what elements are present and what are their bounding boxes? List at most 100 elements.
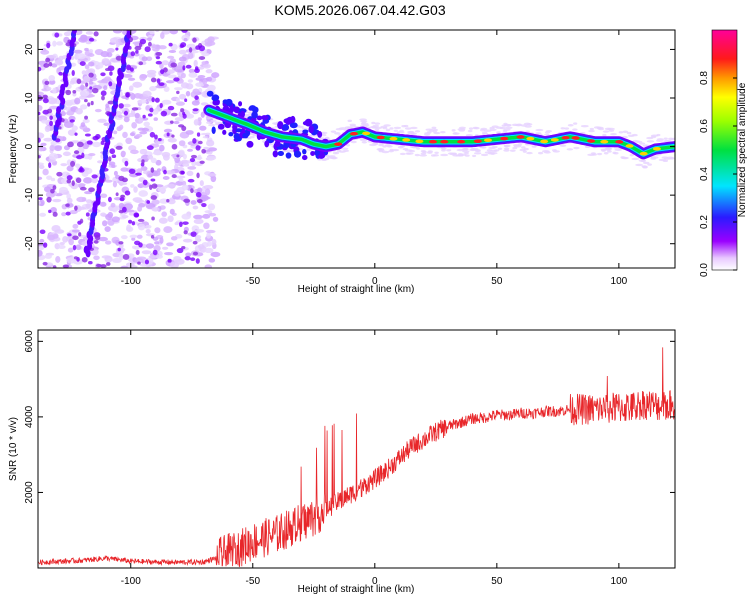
heatmap-cell	[97, 62, 104, 69]
heatmap-cell	[60, 163, 68, 167]
heatmap-cell	[72, 235, 79, 241]
heatmap-cell	[410, 126, 418, 130]
heatmap-cell	[142, 179, 148, 186]
heatmap-cell	[651, 156, 659, 159]
heatmap-cell	[77, 146, 85, 154]
heatmap-cell	[523, 122, 531, 126]
heatmap-cell	[180, 108, 185, 113]
heatmap-cell	[45, 57, 51, 63]
heatmap-cell	[190, 231, 197, 237]
heatmap-cell	[65, 89, 72, 96]
heatmap-cell	[334, 151, 340, 155]
heatmap-cell	[178, 124, 185, 128]
heatmap-cell	[125, 209, 135, 213]
ridge-peak	[571, 136, 580, 140]
heatmap-cell	[264, 140, 270, 148]
heatmap-cell	[202, 136, 209, 139]
heatmap-cell	[152, 150, 163, 156]
heatmap-cell	[48, 75, 56, 82]
heatmap-cell	[85, 199, 93, 204]
x-tick-label: 50	[491, 276, 503, 287]
heatmap-cell	[137, 223, 146, 231]
heatmap-cell	[603, 152, 609, 155]
heatmap-cell	[62, 264, 70, 268]
heatmap-cell	[162, 176, 170, 180]
heatmap-cell	[211, 72, 220, 79]
heatmap-cell	[185, 83, 194, 90]
heatmap-cell	[137, 261, 141, 265]
heatmap-cell	[141, 159, 145, 164]
heatmap-cell	[138, 242, 143, 248]
heatmap-cell	[159, 198, 169, 204]
heatmap-cell	[544, 131, 551, 134]
heatmap-cell	[202, 63, 211, 69]
heatmap-cell	[50, 188, 55, 194]
heatmap-cell	[607, 127, 615, 131]
heatmap-cell	[159, 102, 163, 109]
heatmap-cell	[38, 200, 41, 205]
heatmap-cell	[208, 212, 217, 217]
heatmap-cell	[212, 216, 219, 222]
x-tick-label: 0	[372, 576, 378, 587]
heatmap-cell	[104, 240, 112, 245]
heatmap-cell	[182, 238, 193, 243]
heatmap-cell	[100, 72, 106, 77]
heatmap-cell	[474, 126, 480, 130]
ridge-peak	[516, 135, 525, 139]
heatmap-cell	[115, 145, 123, 150]
heatmap-cell	[115, 192, 119, 197]
heatmap-cell	[631, 133, 638, 137]
heatmap-cell	[67, 247, 74, 253]
heatmap-cell	[71, 70, 75, 76]
heatmap-cell	[38, 104, 43, 112]
heatmap-cell	[111, 164, 116, 168]
heatmap-cell	[433, 154, 439, 157]
heatmap-cell	[613, 152, 619, 155]
heatmap-cell	[155, 60, 162, 65]
heatmap-cell	[382, 126, 388, 130]
heatmap-cell	[174, 221, 179, 226]
heatmap-cell	[145, 56, 153, 62]
heatmap-cell	[160, 110, 168, 117]
heatmap-cell	[110, 202, 116, 208]
heatmap-cell	[638, 142, 646, 145]
heatmap-cell	[58, 71, 63, 76]
heatmap-cell	[205, 132, 211, 136]
heatmap-cell	[407, 132, 416, 136]
heatmap-cell	[183, 160, 192, 164]
figure-title: KOM5.2026.067.04.42.G03	[274, 2, 445, 18]
heatmap-cell	[74, 132, 78, 136]
heatmap-cell	[201, 196, 211, 200]
heatmap-cell	[610, 132, 617, 136]
heatmap-cell	[277, 121, 284, 130]
heatmap-cell	[203, 147, 210, 150]
heatmap-cell	[79, 89, 90, 97]
heatmap-cell	[584, 145, 591, 149]
heatmap-cell	[175, 175, 186, 179]
heatmap-cell	[84, 115, 88, 120]
colorbar: 0.0 0.2 0.4 0.6 0.8 Normalized spectral ampl…	[699, 29, 748, 277]
heatmap-cell	[106, 262, 111, 266]
heatmap-cell	[78, 95, 88, 100]
heatmap-cell	[206, 90, 214, 97]
heatmap-cell	[249, 105, 257, 111]
heatmap-cell	[168, 42, 173, 47]
colorbar-tick-label: 0.8	[699, 71, 710, 85]
heatmap-cell	[306, 148, 313, 151]
heatmap-cell	[666, 156, 674, 159]
heatmap-cell	[160, 32, 165, 40]
heatmap-cell	[38, 249, 43, 257]
heatmap-cell	[107, 196, 112, 203]
heatmap-cell	[87, 53, 95, 57]
heatmap-cell	[228, 131, 234, 137]
heatmap-cell	[183, 230, 188, 235]
heatmap-cell	[591, 152, 596, 155]
heatmap-cell	[163, 226, 173, 233]
heatmap-cell	[192, 108, 199, 112]
heatmap-cell	[189, 157, 196, 163]
heatmap-cell	[167, 74, 177, 79]
heatmap-cell	[188, 72, 198, 78]
heatmap-cell	[159, 144, 165, 152]
heatmap-cell	[52, 265, 57, 268]
heatmap-cell	[200, 102, 209, 106]
